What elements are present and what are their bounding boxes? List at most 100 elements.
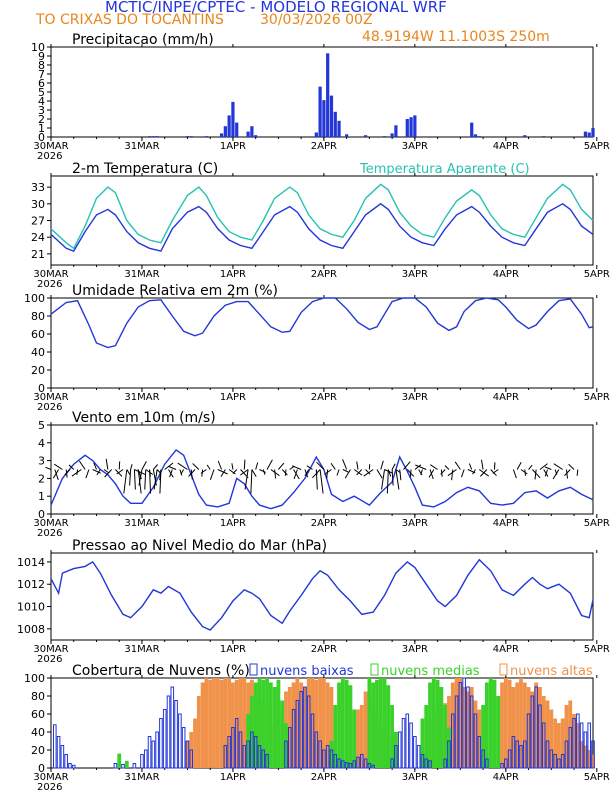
- cloud-bar-nuvens-medias: [378, 678, 383, 768]
- temp-xtick-label: 2APR: [311, 269, 337, 280]
- precip-xtick-label: 30MAR: [33, 141, 68, 152]
- wind-ytick-label: 1: [38, 490, 45, 503]
- temp-frame: [50, 175, 594, 266]
- wind-arrow-gust: [159, 469, 162, 494]
- cloud-bar-nuvens-baixas: [291, 709, 296, 769]
- cloud-bar-nuvens-altas: [511, 687, 516, 768]
- wind-arrow: [342, 459, 348, 470]
- cloud-bar-nuvens-altas: [473, 700, 478, 768]
- wind-frame: [50, 424, 594, 515]
- temp-panel: 21 24 27 30 33 30MAR 31MAR 1APR 2APR 3APR 4APR 5APR…: [31, 161, 610, 290]
- cloud-bar-nuvens-medias: [340, 678, 345, 768]
- cloud-bar-nuvens-altas: [223, 678, 228, 768]
- precip-ytick-label: 4: [38, 95, 45, 108]
- precip-bar: [345, 134, 349, 137]
- cloud-bar-nuvens-baixas: [360, 754, 364, 769]
- cloud-bar-nuvens-altas: [322, 678, 326, 768]
- cloud-bar-nuvens-altas: [564, 705, 569, 768]
- cloud-bar-nuvens-altas: [318, 678, 322, 768]
- wind-arrow: [105, 458, 109, 470]
- cloud-bar-nuvens-baixas: [579, 722, 584, 769]
- cloud-bar-nuvens-altas: [458, 678, 463, 768]
- wind-arrow: [326, 469, 329, 479]
- cloud-bar-nuvens-altas: [530, 691, 535, 768]
- rh-ytick-label: 100: [24, 292, 45, 305]
- temp-series-line: [50, 183, 594, 250]
- cloud-bar-nuvens-baixas: [303, 686, 307, 769]
- cloud-bar-nuvens-baixas: [325, 745, 330, 769]
- temp-series-line: [50, 202, 594, 252]
- precip-bar: [189, 136, 193, 137]
- wind-arrow: [534, 469, 537, 480]
- cloud-bar-nuvens-medias: [390, 705, 395, 768]
- cloud-bar-nuvens-medias: [488, 678, 493, 768]
- cloud-bar-nuvens-medias: [492, 679, 497, 768]
- wind-arrow: [206, 464, 211, 470]
- cloud-bar-nuvens-baixas: [522, 740, 527, 769]
- wind-arrow: [177, 462, 188, 470]
- cloud-bar-nuvens-altas: [242, 678, 247, 768]
- cloud-bar-nuvens-baixas: [534, 686, 538, 769]
- wind-arrow-gust: [315, 469, 318, 490]
- wind-arrow: [380, 460, 384, 470]
- cloud-bar-nuvens-baixas: [545, 740, 550, 769]
- cloud-bar-nuvens-baixas: [416, 745, 421, 769]
- temp-ytick-label: 30: [31, 198, 45, 211]
- wind-arrow: [565, 469, 568, 479]
- wind-arrow: [228, 469, 236, 475]
- cloud-bar-nuvens-baixas: [60, 745, 65, 769]
- cloud-bar-nuvens-altas: [238, 678, 243, 768]
- wind-title: Vento em 10m (m/s): [72, 410, 216, 426]
- wind-arrow: [116, 469, 124, 475]
- cloud-bar-nuvens-altas: [454, 678, 459, 768]
- wind-arrow: [353, 469, 363, 476]
- cloud-bar-nuvens-baixas: [166, 695, 171, 769]
- cloud-bar-nuvens-medias: [329, 741, 334, 768]
- wind-arrow: [278, 462, 285, 470]
- cloud-bar-nuvens-medias: [257, 678, 262, 768]
- precip-bar: [219, 133, 224, 137]
- wind-arrow: [391, 463, 396, 470]
- cloud-bar-nuvens-altas: [227, 678, 232, 768]
- wind-arrow: [454, 461, 461, 470]
- temp-xtick-label: 30MAR: [33, 269, 68, 280]
- cloud-bar-nuvens-medias: [276, 679, 281, 768]
- pressure-ytick-label: 1014: [17, 556, 45, 569]
- cloud-bar-nuvens-medias: [386, 685, 391, 768]
- temp-ytick-label: 27: [31, 215, 45, 228]
- cloud-bar-nuvens-baixas: [257, 745, 262, 769]
- clouds-xtick-label: 2APR: [311, 772, 337, 783]
- rh-ytick-label: 40: [31, 346, 45, 359]
- cloud-bar-nuvens-altas: [356, 709, 360, 768]
- cloud-bar-nuvens-baixas: [223, 745, 228, 769]
- cloud-bar-nuvens-baixas: [458, 682, 463, 769]
- cloud-bar-nuvens-altas: [450, 682, 455, 768]
- wind-arrow: [330, 463, 336, 470]
- temp-apparent-legend: Temperatura Aparente (C): [359, 162, 530, 177]
- temp-ytick-label: 21: [31, 248, 45, 261]
- wind-arrow: [428, 469, 435, 478]
- precip-bar: [337, 120, 341, 137]
- wind-arrow: [539, 463, 548, 470]
- wind-arrow: [104, 469, 113, 478]
- rh-xtick-label: 5APR: [584, 392, 610, 403]
- temp-year-label: 2026: [37, 279, 62, 290]
- wind-arrow: [356, 461, 359, 470]
- wind-arrow-gust: [129, 469, 132, 486]
- cloud-bar-nuvens-baixas: [56, 736, 61, 769]
- cloud-bar-nuvens-baixas: [159, 718, 163, 769]
- cloud-bar-nuvens-baixas: [394, 745, 398, 769]
- cloud-bar-nuvens-baixas: [413, 736, 417, 769]
- wind-arrow: [414, 464, 422, 470]
- cloud-bar-nuvens-medias: [253, 682, 258, 768]
- rh-xtick-label: 31MAR: [124, 392, 159, 403]
- wind-arrow: [134, 469, 146, 475]
- cloud-bar-nuvens-medias: [280, 700, 285, 768]
- wind-arrow: [568, 463, 575, 470]
- wind-arrow: [429, 469, 434, 480]
- cloud-bar-nuvens-altas: [545, 700, 550, 768]
- wind-arrow: [96, 469, 101, 476]
- wind-arrow: [316, 461, 325, 470]
- cloud-bar-nuvens-baixas: [564, 740, 569, 769]
- wind-arrow-gust: [395, 469, 400, 490]
